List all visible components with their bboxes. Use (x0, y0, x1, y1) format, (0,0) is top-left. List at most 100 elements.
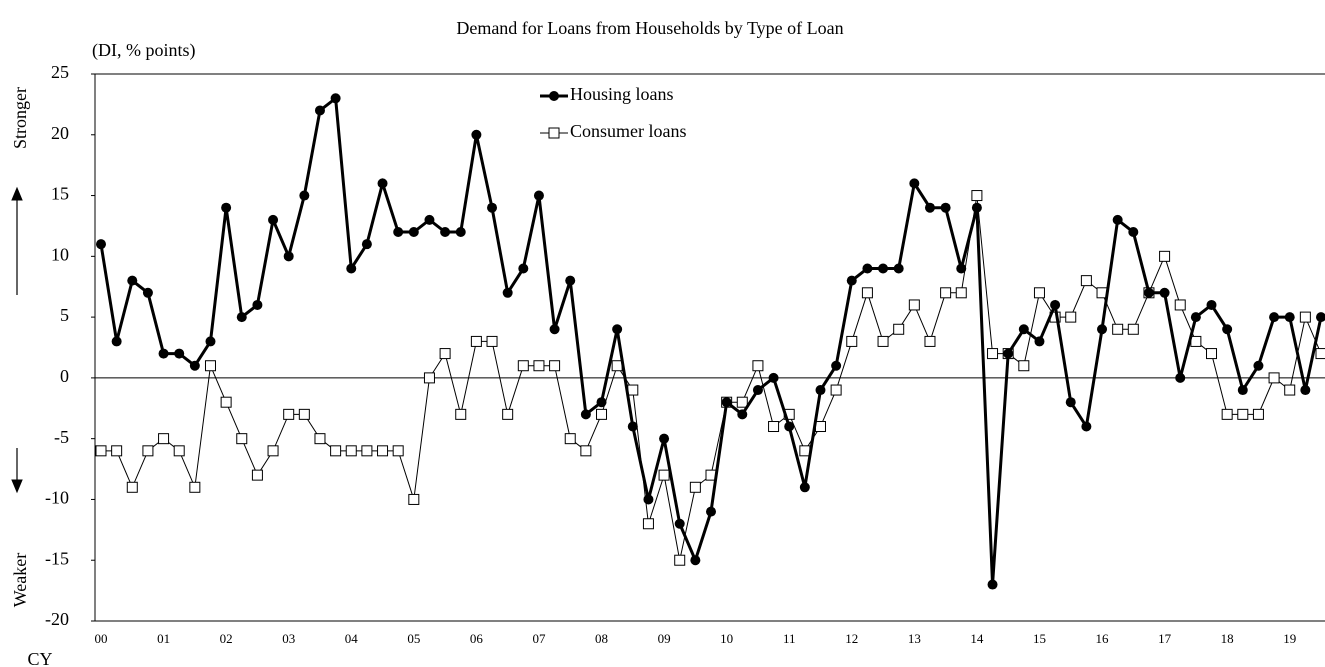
point (96, 239, 106, 250)
point (220, 396, 232, 408)
x-tick-label: 04 (345, 631, 359, 646)
point (1316, 312, 1325, 323)
x-tick-label: 16 (1096, 631, 1110, 646)
point (439, 348, 451, 360)
point (549, 324, 560, 335)
point (142, 445, 154, 457)
y-tick-label: 15 (51, 184, 69, 204)
point (205, 336, 216, 347)
legend-label: Housing loans (570, 84, 674, 104)
x-tick-label: 19 (1283, 631, 1296, 646)
point (580, 409, 591, 420)
point (533, 190, 544, 201)
point (392, 445, 404, 457)
point (549, 360, 561, 372)
x-tick-label: 02 (220, 631, 233, 646)
point (1206, 299, 1217, 310)
point (189, 360, 200, 371)
point (1033, 287, 1045, 299)
point (518, 263, 529, 274)
point (956, 263, 967, 274)
point (611, 360, 623, 372)
x-tick-label: 06 (470, 631, 484, 646)
point (298, 408, 310, 420)
point (971, 190, 983, 202)
down-arrow-head (11, 479, 23, 494)
point (1143, 287, 1154, 298)
point (1315, 348, 1325, 360)
point (423, 372, 435, 384)
series (96, 93, 1325, 590)
point (1252, 408, 1264, 420)
point (736, 396, 748, 408)
point (346, 263, 357, 274)
point (893, 323, 905, 335)
point (1018, 360, 1030, 372)
point (642, 518, 654, 530)
point (1222, 324, 1233, 335)
point (924, 335, 936, 347)
point (314, 105, 325, 116)
point (330, 93, 341, 104)
y-tick-label: 5 (60, 305, 69, 325)
point (784, 421, 795, 432)
point (799, 445, 811, 457)
point (189, 481, 201, 493)
legend-label: Consumer loans (570, 121, 687, 141)
point (1050, 299, 1061, 310)
point (909, 178, 920, 189)
point (1127, 323, 1139, 335)
point (846, 335, 858, 347)
point (1268, 372, 1280, 384)
point (1065, 311, 1077, 323)
point (1003, 348, 1014, 359)
y-tick-label: -20 (45, 609, 69, 629)
point (658, 469, 670, 481)
point (893, 263, 904, 274)
point (768, 421, 780, 433)
point (126, 481, 138, 493)
series (95, 190, 1325, 566)
point (1112, 323, 1124, 335)
point (1018, 324, 1029, 335)
point (861, 287, 873, 299)
point (1190, 335, 1202, 347)
x-tick-label: 07 (532, 631, 546, 646)
x-tick-label: 17 (1158, 631, 1172, 646)
x-tick-label: 18 (1221, 631, 1234, 646)
point (127, 275, 138, 286)
point (455, 227, 466, 238)
point (377, 178, 388, 189)
point (955, 287, 967, 299)
point (1174, 299, 1186, 311)
point (502, 287, 513, 298)
point (1175, 372, 1186, 383)
x-tick-label: 00 (95, 631, 108, 646)
point (689, 481, 701, 493)
x-tick-label: 03 (282, 631, 295, 646)
point (1300, 385, 1311, 396)
point (393, 227, 404, 238)
point (236, 312, 247, 323)
point (1221, 408, 1233, 420)
point (1284, 384, 1296, 396)
point (1112, 214, 1123, 225)
point (252, 299, 263, 310)
point (330, 445, 342, 457)
point (1080, 275, 1092, 287)
point (299, 190, 310, 201)
x-tick-label: 05 (407, 631, 420, 646)
point (424, 214, 435, 225)
point (877, 335, 889, 347)
x-tick-label: 15 (1033, 631, 1046, 646)
y-upper-label: Stronger (10, 87, 30, 149)
point (908, 299, 920, 311)
point (627, 384, 639, 396)
point (830, 384, 842, 396)
point (1269, 312, 1280, 323)
point (283, 251, 294, 262)
up-arrow-head (11, 186, 23, 201)
point (283, 408, 295, 420)
point (221, 202, 232, 213)
point (1034, 336, 1045, 347)
